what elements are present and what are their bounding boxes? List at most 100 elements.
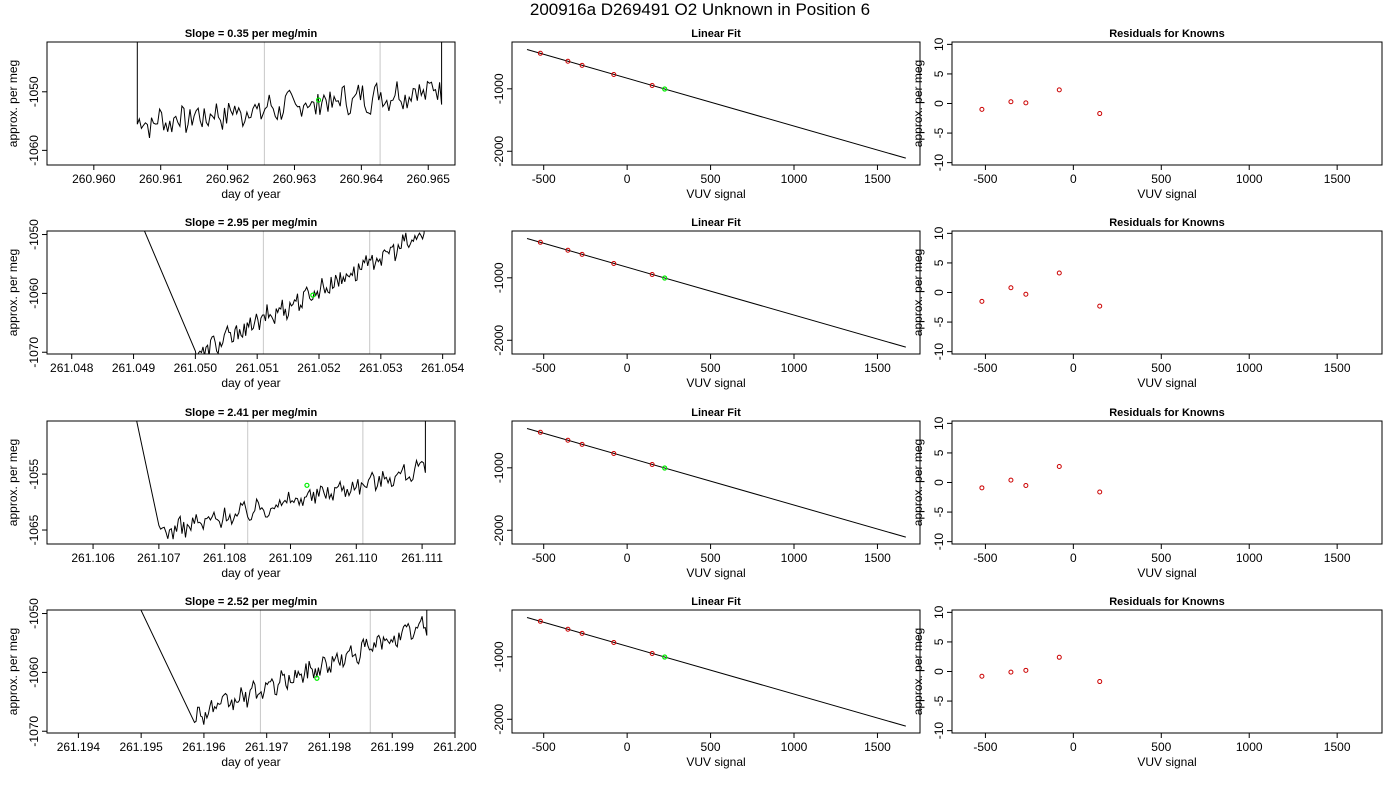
signal-trace [136,421,426,540]
y-axis-label: approx. per meg [6,628,20,715]
plot-frame [46,609,456,734]
y-axis-label: approx. per meg [911,249,925,336]
known-point [611,450,617,456]
x-tick-label: 261.196 [182,740,226,754]
x-tick-label: 261.110 [335,551,378,565]
y-tick-label: -1060 [27,278,41,309]
y-tick-label: 10 [932,416,946,430]
x-tick-label: 1000 [1236,361,1263,375]
y-tick-label: -1070 [27,337,41,368]
x-tick-label: 0 [1070,551,1077,565]
y-axis-label: approx. per meg [911,60,925,147]
fit-line [526,49,906,159]
y-tick-label: -1070 [27,716,41,747]
x-tick-label: 261.200 [433,740,477,754]
y-axis-label: approx. per meg [6,249,20,336]
panel-title: Linear Fit [691,28,741,40]
unknown-point [315,97,322,103]
x-tick-label: 0 [1070,172,1077,186]
y-tick-label: 0 [932,100,946,107]
x-tick-label: 1500 [864,361,891,375]
panel-title: Linear Fit [691,596,741,608]
residual-point [1008,99,1014,105]
plot-frame [511,230,921,355]
x-tick-label: 261.051 [235,361,279,375]
residual-point [1097,303,1103,309]
x-tick-label: 261.050 [174,361,218,375]
panel-title: Residuals for Knowns [1109,407,1225,419]
x-tick-label: 1000 [781,172,808,186]
resid-panel-3: Residuals for Knowns -500 0 500 1000 1500 -10 -… [911,407,1383,580]
x-axis-label: VUV signal [1137,566,1196,580]
x-tick-label: 261.108 [203,551,247,565]
y-tick-label: -1000 [492,452,506,483]
y-tick-label: -2000 [492,136,506,167]
panel-title: Slope = 2.41 per meg/min [185,407,318,419]
residual-point [1023,667,1029,673]
x-tick-label: 261.052 [297,361,341,375]
x-tick-label: 261.053 [359,361,403,375]
x-tick-label: 261.109 [269,551,313,565]
unknown-point [662,86,668,92]
known-point [579,251,585,257]
x-tick-label: -500 [973,361,997,375]
residual-point [1097,489,1103,495]
x-tick-label: 1500 [864,172,891,186]
x-tick-label: 1500 [1324,172,1351,186]
plot-area [979,270,1103,309]
x-tick-label: 261.107 [137,551,181,565]
fit-panel-4: Linear Fit -500 0 500 1000 1500 -2000 -1000 VUV … [492,596,921,769]
known-point [649,272,655,278]
figure-title: 200916a D269491 O2 Unknown in Position 6 [529,0,871,19]
panel-title: Slope = 2.95 per meg/min [185,217,318,229]
fit-panel-2: Linear Fit -500 0 500 1000 1500 -2000 -1000 VUV … [492,217,921,390]
unknown-point [310,292,316,298]
known-point [579,62,585,68]
residual-point [1023,482,1029,488]
x-tick-label: 0 [624,551,631,565]
x-tick-label: 260.961 [139,172,183,186]
y-tick-label: 10 [932,605,946,619]
x-tick-label: -500 [532,361,556,375]
x-tick-label: 500 [1151,172,1171,186]
y-tick-label: -10 [932,154,946,172]
x-tick-label: 260.960 [72,172,116,186]
plot-area [140,610,428,733]
plot-area [526,238,906,348]
y-tick-label: 10 [932,37,946,51]
fit-line [526,428,906,538]
residual-point [1023,100,1029,106]
y-tick-label: 0 [932,289,946,296]
panel-title: Residuals for Knowns [1109,28,1225,40]
x-axis-label: day of year [221,187,280,201]
unknown-point [314,675,320,681]
residual-point [1056,654,1062,660]
x-tick-label: 1000 [781,551,808,565]
y-tick-label: -2000 [492,704,506,735]
x-tick-label: 500 [701,740,721,754]
residual-point [1097,111,1103,117]
x-tick-label: 1500 [864,740,891,754]
resid-panel-2: Residuals for Knowns -500 0 500 1000 1500 -10 -… [911,217,1383,390]
time-panel-1: Slope = 0.35 per meg/min 260.960 260.961 26… [6,28,456,201]
plot-area [526,617,906,727]
x-tick-label: 500 [701,551,721,565]
plot-frame [511,609,921,734]
y-tick-label: -1050 [27,219,41,250]
x-tick-label: 260.962 [206,172,250,186]
residual-point [1056,87,1062,93]
plot-area [136,421,426,544]
x-tick-label: 1000 [1236,551,1263,565]
y-tick-label: -1000 [492,262,506,293]
y-axis-label: approx. per meg [911,439,925,526]
known-point [649,83,655,89]
known-point [537,618,543,624]
x-tick-label: 261.199 [371,740,415,754]
fit-line [526,238,906,348]
plot-area [526,49,906,159]
x-axis-label: VUV signal [686,755,745,769]
plot-area [979,87,1103,117]
y-tick-label: -1000 [492,73,506,104]
x-tick-label: 0 [624,172,631,186]
residual-point [1097,679,1103,685]
